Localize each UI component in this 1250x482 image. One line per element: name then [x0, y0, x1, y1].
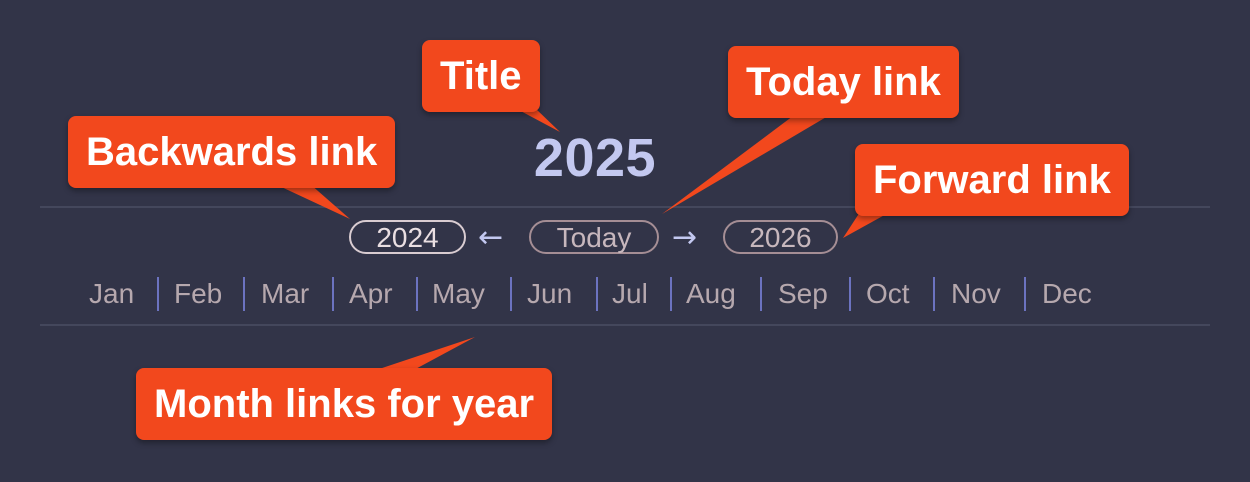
month-link-jun[interactable]: Jun — [527, 278, 573, 309]
callout-pointer-title — [515, 108, 560, 132]
month-link-apr[interactable]: Apr — [349, 278, 393, 309]
callout-pointer-backwards — [275, 184, 350, 219]
arrow-right-icon: → — [672, 220, 698, 255]
callout-pointer-forward — [843, 212, 890, 238]
today-link[interactable]: Today — [529, 220, 659, 254]
month-link-jan[interactable]: Jan — [89, 278, 135, 309]
month-link-sep[interactable]: Sep — [778, 278, 828, 309]
month-link-oct[interactable]: Oct — [866, 278, 910, 309]
month-separator — [670, 277, 672, 311]
arrow-left-icon: ← — [478, 220, 504, 255]
month-separator — [157, 277, 159, 311]
callout-title: Title — [422, 40, 540, 112]
month-separator — [243, 277, 245, 311]
divider-bottom — [40, 324, 1210, 326]
month-link-dec[interactable]: Dec — [1042, 278, 1092, 309]
month-separator — [416, 277, 418, 311]
callout-pointer-today — [662, 116, 828, 214]
month-separator — [760, 277, 762, 311]
month-link-may[interactable]: May — [432, 278, 485, 309]
callout-month-links: Month links for year — [136, 368, 553, 440]
callout-today-link: Today link — [728, 46, 959, 118]
month-separator — [849, 277, 851, 311]
callout-forward-link: Forward link — [855, 144, 1129, 216]
month-separator — [332, 277, 334, 311]
callout-pointer-months — [370, 337, 475, 372]
month-link-jul[interactable]: Jul — [612, 278, 648, 309]
month-link-feb[interactable]: Feb — [174, 278, 223, 309]
month-separator — [933, 277, 935, 311]
backwards-link[interactable]: 2024 — [349, 220, 466, 254]
month-link-nov[interactable]: Nov — [951, 278, 1001, 309]
month-link-aug[interactable]: Aug — [686, 278, 736, 309]
callout-backwards-link: Backwards link — [68, 116, 396, 188]
month-separator — [510, 277, 512, 311]
forward-link[interactable]: 2026 — [723, 220, 838, 254]
page-title: 2025 — [533, 128, 657, 188]
divider-top — [40, 206, 1210, 208]
month-separator — [596, 277, 598, 311]
month-separator — [1024, 277, 1026, 311]
month-link-mar[interactable]: Mar — [261, 278, 310, 309]
